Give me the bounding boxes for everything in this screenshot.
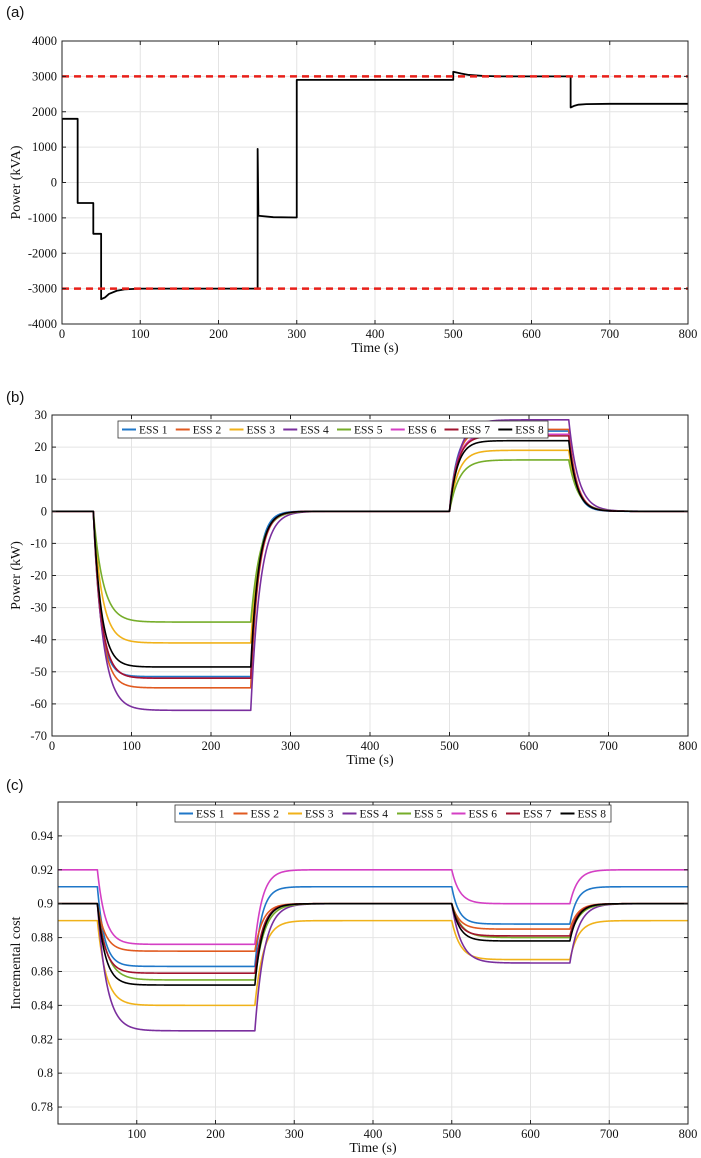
series-line-ess-8 [52,439,688,668]
legend-label: ESS 3 [305,809,334,821]
x-tick-label: 700 [600,1127,619,1141]
y-tick-label: 20 [35,440,48,454]
x-tick-label: 300 [287,327,306,341]
y-tick-label: -4000 [28,317,57,331]
y-tick-label: 3000 [32,69,57,83]
y-tick-label: 0.84 [31,998,54,1012]
panel-label: (b) [6,389,24,406]
legend-box [117,420,549,439]
y-tick-label: 4000 [32,34,57,48]
x-tick-label: 400 [361,739,380,753]
y-tick-label: 0 [51,176,57,190]
legend-label: ESS 7 [462,425,491,437]
legend-label: ESS 1 [139,425,168,437]
legend: ESS 1 ESS 2 ESS 3 ESS 4 ESS 5 ESS 6 ESS 7 ESS 8 [117,420,549,439]
x-tick-label: 700 [600,327,619,341]
y-tick-label: 0.92 [31,863,53,877]
x-tick-label: 300 [285,1127,304,1141]
y-tick-label: 0 [41,504,47,518]
legend: ESS 1 ESS 2 ESS 3 ESS 4 ESS 5 ESS 6 ESS 7 ESS 8 [174,804,612,823]
legend-label: ESS 5 [414,809,443,821]
x-tick-label: 600 [522,327,541,341]
y-tick-label: -10 [30,536,47,550]
legend-label: ESS 6 [408,425,437,437]
panel-1: (b)0 100 200 300 400 500 600 700 800-70-60-50-40… [6,389,697,768]
x-tick-label: 200 [209,327,228,341]
y-tick-label: -3000 [28,282,57,296]
series-line-ess-1 [58,885,688,968]
legend-label: ESS 2 [193,425,222,437]
y-tick-label: -1000 [28,211,57,225]
x-tick-label: 800 [679,327,698,341]
x-axis-title: Time (s) [351,341,399,356]
x-tick-label: 200 [202,739,221,753]
y-tick-label: -60 [30,697,47,711]
legend-box [174,804,612,823]
legend-label: ESS 8 [578,809,607,821]
y-tick-label: -2000 [28,246,57,260]
y-tick-label: 0.86 [31,964,53,978]
legend-label: ESS 7 [523,809,552,821]
x-tick-label: 400 [366,327,385,341]
y-tick-label: 1000 [32,140,57,154]
y-tick-label: 0.8 [37,1066,53,1080]
x-tick-label: 0 [49,739,55,753]
x-tick-label: 600 [521,1127,540,1141]
legend-label: ESS 6 [469,809,498,821]
panel-2: (c) 100 200 300 400 500 600 700 800 0.78 0.8 0.82 0.… [6,777,697,1156]
legend-label: ESS 4 [360,809,389,821]
y-axis-title: Incremental cost [9,916,24,1009]
x-axis-title: Time (s) [349,1141,397,1156]
x-tick-label: 400 [364,1127,383,1141]
x-tick-label: 700 [599,739,618,753]
y-tick-label: -70 [30,729,47,743]
x-tick-label: 800 [679,739,698,753]
x-axis-title: Time (s) [346,753,394,768]
y-tick-label: 0.94 [31,829,54,843]
y-tick-label: -40 [30,633,47,647]
series-line-ess-6 [58,868,688,946]
y-axis-title: Power (kVA) [9,145,24,219]
y-tick-label: 0.78 [31,1100,53,1114]
y-tick-label: -30 [30,601,47,615]
y-axis-title: Power (kW) [9,541,24,610]
legend-label: ESS 4 [300,425,329,437]
series-line-ess-3 [58,919,688,1007]
x-tick-label: 100 [131,327,150,341]
y-tick-label: 0.82 [31,1032,53,1046]
y-tick-label: -50 [30,665,47,679]
x-tick-label: 500 [440,739,459,753]
series-line-trace-0 [62,70,688,301]
series-line-ess-8 [58,902,688,986]
x-tick-label: 500 [444,327,463,341]
series-group [58,868,688,1032]
legend-label: ESS 1 [196,809,225,821]
y-tick-label: -20 [30,569,47,583]
x-tick-label: 500 [442,1127,461,1141]
series-group [62,70,688,301]
y-tick-label: 0.9 [37,897,53,911]
y-tick-label: 0.88 [31,931,53,945]
x-tick-label: 800 [679,1127,698,1141]
x-tick-label: 600 [520,739,539,753]
legend-label: ESS 8 [515,425,544,437]
y-tick-label: 10 [35,472,48,486]
panel-label: (a) [6,4,24,21]
x-tick-label: 100 [122,739,141,753]
x-tick-label: 0 [59,327,65,341]
y-tick-label: 30 [35,408,48,422]
x-tick-label: 200 [206,1127,225,1141]
legend-label: ESS 3 [247,425,276,437]
legend-label: ESS 2 [251,809,280,821]
legend-label: ESS 5 [354,425,383,437]
series-group [52,419,688,712]
y-tick-label: 2000 [32,105,57,119]
panel-0: (a) 0 100 200 300 400 500 600 700 800 -4000 -3000 -2… [6,4,697,356]
x-tick-label: 300 [281,739,300,753]
panel-label: (c) [6,777,24,794]
x-tick-label: 100 [127,1127,146,1141]
